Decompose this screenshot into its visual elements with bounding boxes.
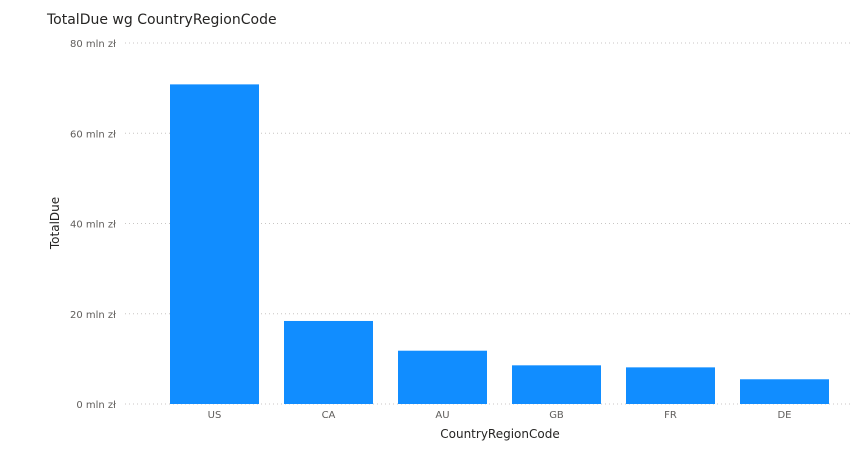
bar-de[interactable] bbox=[740, 379, 829, 404]
x-axis-ticks: US CA AU GB FR DE bbox=[208, 410, 792, 421]
y-axis-ticks: 0 mln zł 20 mln zł 40 mln zł 60 mln zł 80 ml… bbox=[70, 39, 116, 411]
bar-au[interactable] bbox=[398, 350, 487, 404]
bars bbox=[170, 84, 829, 404]
x-tick-label: CA bbox=[322, 410, 336, 421]
bar-fr[interactable] bbox=[626, 367, 715, 404]
y-tick-label: 20 mln zł bbox=[70, 310, 116, 321]
y-tick-label: 60 mln zł bbox=[70, 129, 116, 140]
chart-title: TotalDue wg CountryRegionCode bbox=[47, 12, 277, 28]
y-axis-title: TotalDue bbox=[48, 197, 62, 250]
x-tick-label: AU bbox=[435, 410, 449, 421]
bar-ca[interactable] bbox=[284, 320, 373, 404]
x-tick-label: FR bbox=[664, 410, 677, 421]
x-tick-label: GB bbox=[549, 410, 564, 421]
y-tick-label: 0 mln zł bbox=[76, 400, 116, 411]
y-tick-label: 80 mln zł bbox=[70, 39, 116, 50]
y-tick-label: 40 mln zł bbox=[70, 220, 116, 231]
x-axis-title: CountryRegionCode bbox=[440, 427, 559, 441]
x-tick-label: DE bbox=[777, 410, 791, 421]
bar-gb[interactable] bbox=[512, 365, 601, 404]
x-tick-label: US bbox=[208, 410, 222, 421]
bar-us[interactable] bbox=[170, 84, 259, 404]
